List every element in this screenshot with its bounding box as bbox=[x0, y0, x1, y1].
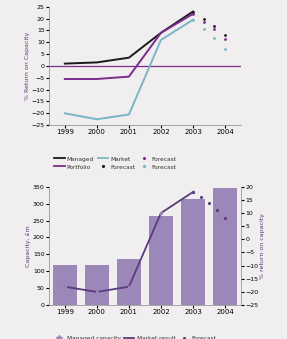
Legend: Managed capacity, Market result, Forecast: Managed capacity, Market result, Forecas… bbox=[52, 334, 219, 339]
Y-axis label: % return on capacity: % return on capacity bbox=[260, 213, 265, 279]
Bar bbox=[53, 265, 77, 305]
Y-axis label: Capacity, £m: Capacity, £m bbox=[26, 225, 32, 267]
Bar bbox=[181, 199, 205, 305]
Bar bbox=[117, 259, 141, 305]
Y-axis label: % Return on Capacity: % Return on Capacity bbox=[25, 32, 30, 100]
Legend: Managed, Portfolio, Market, Forecast, Forecast, Forecast: Managed, Portfolio, Market, Forecast, Fo… bbox=[52, 154, 179, 172]
Bar bbox=[213, 188, 237, 305]
Bar bbox=[149, 217, 173, 305]
Bar bbox=[85, 265, 109, 305]
